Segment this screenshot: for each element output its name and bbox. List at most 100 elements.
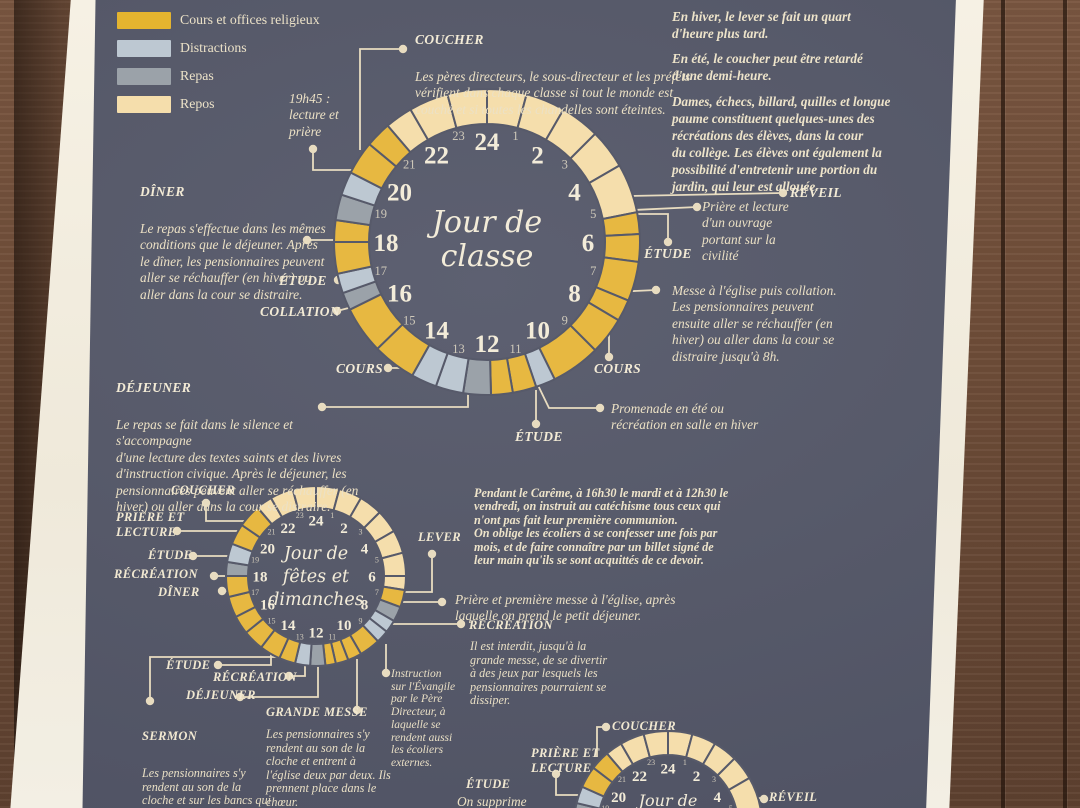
hour-number: 13 bbox=[452, 342, 465, 356]
note-hiver: En hiver, le lever se fait un quart d'he… bbox=[672, 9, 851, 41]
hour-number: 4 bbox=[568, 180, 581, 207]
callout-dot bbox=[284, 671, 294, 681]
hour-number: 16 bbox=[387, 281, 412, 308]
clock-title-line: dimanches bbox=[268, 590, 364, 610]
note-ete: En été, le coucher peut être retardé d'u… bbox=[672, 51, 863, 83]
callout-dot bbox=[663, 237, 673, 247]
callout-line bbox=[632, 213, 669, 239]
label-diner-2: DÎNER bbox=[158, 585, 200, 599]
hour-number: 18 bbox=[374, 230, 399, 257]
label-promenade: Promenade en été ou récréation en salle … bbox=[611, 401, 759, 433]
dejeuner-text: Le repas se fait dans le silence et s'ac… bbox=[116, 417, 359, 515]
label-etude-aprem-2: ÉTUDE bbox=[166, 658, 211, 672]
clock-title-line: Jour de bbox=[281, 544, 348, 564]
legend-label: Repas bbox=[180, 68, 214, 83]
hour-number: 4 bbox=[361, 541, 369, 557]
hour-number: 1 bbox=[683, 758, 687, 767]
segment-repas bbox=[309, 642, 327, 667]
hour-number: 15 bbox=[403, 313, 416, 327]
label-etude-bottom-1: ÉTUDE bbox=[515, 429, 563, 444]
hour-number: 8 bbox=[568, 281, 581, 308]
callout-dot bbox=[437, 597, 447, 607]
hour-number: 1 bbox=[330, 511, 334, 520]
label-priere-lecture-2: PRIÈRE ET LECTURE bbox=[116, 510, 185, 539]
segment-cours bbox=[240, 506, 274, 539]
segment-cours bbox=[592, 752, 624, 784]
hour-number: 10 bbox=[525, 317, 550, 344]
diner-text: Le repas s'effectue dans les mêmes condi… bbox=[140, 221, 326, 302]
legend-swatch bbox=[117, 11, 171, 29]
legend-item: Repas bbox=[117, 62, 320, 90]
callout-dot bbox=[398, 44, 408, 54]
callout-dot bbox=[317, 402, 327, 412]
hour-number: 18 bbox=[253, 569, 268, 585]
hour-number: 10 bbox=[337, 618, 352, 634]
hour-number: 19 bbox=[601, 804, 609, 808]
coucher-note-block: COUCHER Les pères directeurs, le sous-di… bbox=[415, 14, 695, 136]
callout-dot bbox=[145, 696, 155, 706]
sermon-note-block: SERMON Les pensionnaires s'y rendent au … bbox=[142, 711, 272, 808]
clock-title-line: Jour de bbox=[426, 205, 542, 240]
callout-dot bbox=[427, 549, 437, 559]
dejeuner-title: DÉJEUNER bbox=[116, 380, 192, 395]
segment-repos bbox=[727, 776, 762, 808]
hour-number: 3 bbox=[359, 527, 363, 536]
label-etude-left-1: ÉTUDE bbox=[279, 273, 327, 288]
hour-number: 7 bbox=[375, 588, 379, 597]
hour-number: 6 bbox=[582, 230, 595, 257]
callout-dot bbox=[604, 352, 614, 362]
note-interdit: Il est interdit, jusqu'à la grande messe… bbox=[470, 639, 608, 708]
callout-dot bbox=[595, 403, 605, 413]
callout-dot bbox=[217, 586, 227, 596]
callout-dot bbox=[651, 285, 661, 295]
callout-line bbox=[533, 376, 600, 409]
hour-number: 20 bbox=[260, 541, 275, 557]
hour-number: 19 bbox=[251, 556, 259, 565]
grande-messe-text: Les pensionnaires s'y rendent au son de … bbox=[266, 727, 391, 808]
hour-number: 21 bbox=[403, 158, 416, 172]
hour-number: 21 bbox=[618, 775, 626, 784]
hour-number: 4 bbox=[714, 790, 722, 806]
legend-label: Distractions bbox=[180, 40, 247, 55]
label-reveil-1: RÉVEIL bbox=[790, 185, 842, 200]
hour-number: 15 bbox=[267, 616, 275, 625]
hour-number: 23 bbox=[647, 758, 655, 767]
label-on-supprime: On supprime bbox=[457, 794, 527, 808]
hour-number: 8 bbox=[361, 597, 369, 613]
hour-number: 2 bbox=[340, 521, 348, 537]
hour-number: 22 bbox=[424, 143, 449, 170]
callout-dot bbox=[209, 571, 219, 581]
callout-dot bbox=[456, 619, 466, 629]
callout-line bbox=[322, 390, 469, 408]
legend-item: Repos bbox=[117, 90, 320, 118]
note-dames: Dames, échecs, billard, quilles et longu… bbox=[672, 94, 891, 194]
label-grande-messe-2: GRANDE MESSE bbox=[266, 705, 368, 719]
label-etude-3: ÉTUDE bbox=[466, 777, 511, 791]
hour-number: 14 bbox=[424, 317, 450, 344]
callout-line bbox=[555, 776, 581, 796]
callout-dot bbox=[383, 363, 393, 373]
hour-number: 5 bbox=[375, 556, 379, 565]
hour-number: 7 bbox=[590, 264, 596, 278]
hour-number: 5 bbox=[590, 207, 596, 221]
label-messe-collation: Messe à l'église puis collation. Les pen… bbox=[672, 283, 837, 364]
callout-line bbox=[149, 656, 278, 700]
hour-number: 9 bbox=[562, 313, 568, 327]
note-careme: Pendant le Carême, à 16h30 le mardi et à… bbox=[474, 486, 729, 568]
legend-label: Repos bbox=[180, 96, 215, 111]
hour-number: 12 bbox=[475, 331, 500, 358]
callout-dot bbox=[759, 794, 769, 804]
callout-dot bbox=[172, 526, 182, 536]
clock-title-line: fêtes et bbox=[281, 567, 350, 587]
hour-number: 22 bbox=[632, 769, 647, 785]
label-reveil-3: RÉVEIL bbox=[769, 790, 818, 804]
hour-number: 14 bbox=[281, 618, 297, 634]
callout-dot bbox=[332, 306, 342, 316]
label-priere-civilite: Prière et lecture d'un ouvrage portant s… bbox=[702, 199, 789, 264]
callout-dot bbox=[302, 235, 312, 245]
label-etude-soir-2: ÉTUDE bbox=[148, 548, 193, 562]
diner-note-block: DÎNER Le repas s'effectue dans les mêmes… bbox=[140, 166, 340, 321]
callout-dot bbox=[235, 692, 245, 702]
callout-dot bbox=[381, 668, 391, 678]
hour-number: 24 bbox=[661, 761, 677, 777]
